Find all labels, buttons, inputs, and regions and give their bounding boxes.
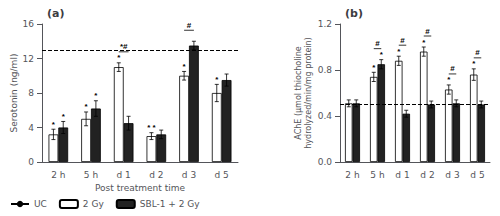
svg-text:*: *	[372, 63, 376, 72]
svg-text:16: 16	[23, 19, 35, 29]
svg-text:SBL-1 + 2 Gy: SBL-1 + 2 Gy	[140, 199, 201, 209]
svg-text:0: 0	[28, 157, 34, 167]
svg-text:#: #	[475, 48, 480, 57]
svg-text:(a): (a)	[47, 7, 64, 20]
svg-text:*: *	[117, 53, 121, 62]
svg-text:*: *	[397, 47, 401, 56]
svg-text:UC: UC	[34, 199, 47, 209]
svg-text:#: #	[400, 36, 405, 45]
svg-text:*: *	[472, 59, 476, 68]
svg-text:*: *	[85, 102, 89, 111]
svg-text:d 3: d 3	[182, 170, 196, 180]
svg-text:*: *	[62, 112, 66, 121]
svg-text:Serotonin (ng/ml): Serotonin (ng/ml)	[9, 54, 19, 133]
svg-text:*: *	[447, 75, 451, 84]
svg-text:d 1: d 1	[395, 170, 409, 180]
svg-text:2 Gy: 2 Gy	[83, 199, 105, 209]
svg-text:*: *	[183, 62, 187, 71]
svg-text:d 3: d 3	[445, 170, 459, 180]
svg-text:* *: * *	[147, 123, 156, 132]
svg-text:8: 8	[28, 88, 34, 98]
svg-text:*: *	[422, 38, 426, 47]
svg-text:1.2: 1.2	[318, 19, 332, 29]
svg-text:d 1: d 1	[117, 170, 131, 180]
svg-text:*#: *#	[120, 42, 128, 51]
svg-text:0.0: 0.0	[318, 157, 333, 167]
svg-text:#: #	[375, 39, 380, 48]
svg-text:AChE (µmol thiocholine: AChE (µmol thiocholine	[294, 46, 303, 139]
svg-text:hydrolyzed/min/mg protein): hydrolyzed/min/mg protein)	[304, 37, 313, 149]
svg-text:5 h: 5 h	[370, 170, 384, 180]
svg-text:5 h: 5 h	[84, 170, 98, 180]
svg-text:#: #	[425, 27, 430, 36]
svg-text:*: *	[215, 75, 219, 84]
svg-text:0.4: 0.4	[318, 111, 333, 121]
svg-text:2 h: 2 h	[345, 170, 359, 180]
svg-text:*: *	[94, 91, 98, 100]
svg-text:*: *	[52, 120, 56, 129]
svg-text:d 2: d 2	[149, 170, 163, 180]
svg-text:Post treatment time: Post treatment time	[95, 183, 185, 193]
svg-text:12: 12	[23, 54, 34, 64]
svg-text:d 2: d 2	[420, 170, 434, 180]
svg-text:(b): (b)	[345, 7, 363, 20]
svg-text:d 5: d 5	[470, 170, 484, 180]
svg-text:*: *	[380, 50, 384, 59]
svg-text:#: #	[187, 21, 192, 30]
svg-text:4: 4	[28, 123, 34, 133]
svg-text:d 5: d 5	[215, 170, 229, 180]
svg-text:2 h: 2 h	[51, 170, 65, 180]
svg-text:0.8: 0.8	[318, 65, 333, 75]
svg-text:#: #	[450, 64, 455, 73]
